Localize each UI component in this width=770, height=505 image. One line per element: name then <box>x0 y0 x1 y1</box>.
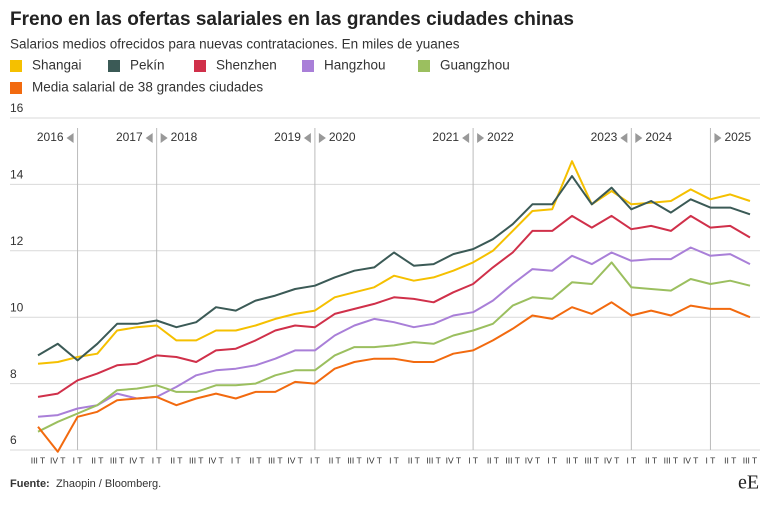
arrow-right <box>318 133 326 143</box>
x-tick-label: IV T <box>208 455 223 465</box>
chart-subtitle: Salarios medios ofrecidos para nuevas co… <box>10 37 460 52</box>
arrow-left <box>620 133 628 143</box>
x-tick-label: II T <box>724 455 736 465</box>
arrow-left <box>462 133 470 143</box>
x-tick-label: III T <box>505 455 520 465</box>
x-tick-label: III T <box>743 455 758 465</box>
x-tick-label: IV T <box>367 455 382 465</box>
series-line <box>37 214 751 398</box>
y-tick-label: 10 <box>10 300 24 314</box>
legend-label: Guangzhou <box>440 58 510 73</box>
x-tick-label: II T <box>249 455 261 465</box>
year-label: 2019 <box>274 130 301 144</box>
year-label: 2022 <box>487 130 514 144</box>
x-tick-label: I T <box>152 455 162 465</box>
x-tick-label: III T <box>268 455 283 465</box>
x-tick-label: III T <box>426 455 441 465</box>
arrow-left <box>145 133 153 143</box>
x-tick-label: I T <box>547 455 557 465</box>
legend-swatch <box>418 60 430 72</box>
year-label: 2021 <box>432 130 459 144</box>
x-tick-label: III T <box>664 455 679 465</box>
y-tick-label: 8 <box>10 367 17 381</box>
x-tick-label: II T <box>645 455 657 465</box>
x-tick-label: I T <box>73 455 83 465</box>
legend-label: Pekín <box>130 58 165 73</box>
legend-label: Media salarial de 38 grandes ciudades <box>32 80 263 95</box>
series-line <box>37 160 751 365</box>
x-tick-label: I T <box>231 455 241 465</box>
year-label: 2018 <box>171 130 198 144</box>
legend-label: Shenzhen <box>216 58 277 73</box>
x-tick-label: IV T <box>446 455 461 465</box>
y-tick-label: 12 <box>10 234 24 248</box>
x-tick-label: I T <box>626 455 636 465</box>
x-tick-label: IV T <box>287 455 302 465</box>
source-label: Fuente: <box>10 478 50 490</box>
x-tick-label: III T <box>189 455 204 465</box>
x-tick-label: IV T <box>604 455 619 465</box>
legend-swatch <box>194 60 206 72</box>
legend-label: Hangzhou <box>324 58 386 73</box>
legend-label: Shangai <box>32 58 82 73</box>
arrow-left <box>303 133 311 143</box>
chart-title: Freno en las ofertas salariales en las g… <box>10 9 574 30</box>
series-line <box>37 246 751 418</box>
year-label: 2020 <box>329 130 356 144</box>
arrow-right <box>714 133 722 143</box>
arrow-right <box>635 133 643 143</box>
x-tick-label: I T <box>310 455 320 465</box>
legend-swatch <box>10 82 22 94</box>
x-tick-label: III T <box>31 455 46 465</box>
x-tick-label: II T <box>566 455 578 465</box>
x-tick-label: II T <box>170 455 182 465</box>
legend-swatch <box>302 60 314 72</box>
logo: eE <box>738 472 759 494</box>
arrow-right <box>477 133 485 143</box>
source: Zhaopin / Bloomberg. <box>56 478 161 490</box>
x-tick-label: II T <box>408 455 420 465</box>
year-label: 2025 <box>724 130 751 144</box>
x-tick-label: I T <box>706 455 716 465</box>
arrow-left <box>66 133 74 143</box>
x-tick-label: III T <box>585 455 600 465</box>
x-tick-label: II T <box>91 455 103 465</box>
arrow-right <box>160 133 168 143</box>
x-tick-label: III T <box>110 455 125 465</box>
legend: Shangai Pekín Shenzhen Hangzhou Guangzhou Med… <box>10 58 510 95</box>
series-line <box>37 301 751 453</box>
y-tick-label: 6 <box>10 433 17 447</box>
legend-swatch <box>10 60 22 72</box>
y-tick-label: 16 <box>10 101 24 115</box>
x-tick-label: IV T <box>525 455 540 465</box>
x-tick-label: III T <box>347 455 362 465</box>
series-line <box>37 261 751 433</box>
year-label: 2017 <box>116 130 143 144</box>
x-tick-label: IV T <box>50 455 65 465</box>
x-tick-label: II T <box>487 455 499 465</box>
year-label: 2023 <box>591 130 618 144</box>
x-tick-label: IV T <box>683 455 698 465</box>
series-line <box>37 175 751 362</box>
x-tick-label: I T <box>389 455 399 465</box>
year-label: 2024 <box>645 130 672 144</box>
legend-swatch <box>108 60 120 72</box>
x-tick-label: IV T <box>129 455 144 465</box>
year-label: 2016 <box>37 130 64 144</box>
x-tick-label: I T <box>468 455 478 465</box>
x-tick-label: II T <box>329 455 341 465</box>
y-tick-label: 14 <box>10 168 24 182</box>
